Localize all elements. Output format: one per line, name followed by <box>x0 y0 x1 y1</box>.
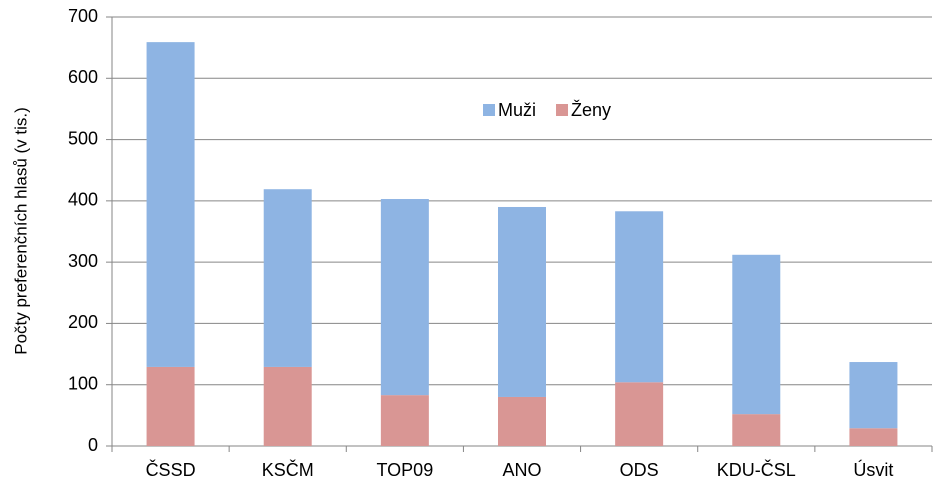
x-tick-label: KDU-ČSL <box>717 459 796 480</box>
y-tick-label: 100 <box>68 373 98 393</box>
legend-swatch <box>483 104 495 116</box>
bar-segment <box>498 206 546 397</box>
bar-segment <box>498 396 546 446</box>
x-tick-label: KSČM <box>262 459 314 480</box>
bar-segment <box>380 395 429 446</box>
legend-label: Ženy <box>571 100 611 120</box>
bar-segment <box>380 199 429 396</box>
y-tick-label: 400 <box>68 190 98 210</box>
y-tick-label: 300 <box>68 251 98 271</box>
y-tick-label: 0 <box>88 435 98 455</box>
legend-label: Muži <box>498 100 536 120</box>
x-tick-label: Úsvit <box>853 459 893 480</box>
y-tick-label: 700 <box>68 6 98 26</box>
y-tick-label: 200 <box>68 312 98 332</box>
bar-segment <box>146 366 195 446</box>
bar-segment <box>146 42 195 367</box>
x-tick-label: ČSSD <box>146 459 196 480</box>
bar-segment <box>732 414 781 446</box>
x-tick-label: ANO <box>502 460 541 480</box>
bar-segment <box>849 362 898 429</box>
bar-segment <box>263 366 312 446</box>
x-tick-label: TOP09 <box>377 460 434 480</box>
y-tick-label: 600 <box>68 67 98 87</box>
bar-segment <box>849 428 898 446</box>
bar-segment <box>263 189 312 367</box>
bar-segment <box>615 211 664 383</box>
x-tick-label: ODS <box>620 460 659 480</box>
legend-swatch <box>556 104 569 116</box>
bar-segment <box>615 382 664 446</box>
y-axis-label: Počty preferenčních hlasů (v tis.) <box>11 107 30 355</box>
y-tick-label: 500 <box>68 128 98 148</box>
bar-segment <box>732 254 781 415</box>
